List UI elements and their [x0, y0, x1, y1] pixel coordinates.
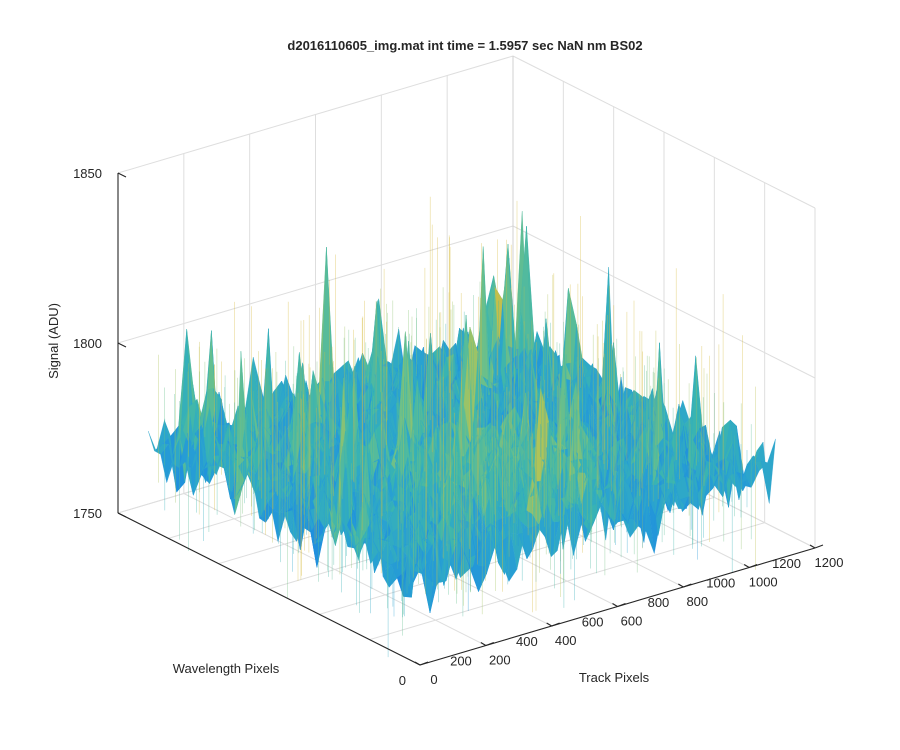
y-tick-label: 1200 — [772, 556, 801, 571]
x-tick — [743, 564, 750, 568]
z-tick-label: 1800 — [73, 336, 102, 351]
x-tick — [809, 544, 816, 549]
axis-labels: Track Pixels Wavelength Pixels Signal (A… — [46, 303, 650, 685]
x-axis-label: Track Pixels — [579, 670, 650, 685]
y-tick-label: 800 — [648, 595, 670, 610]
x-tick-label: 1200 — [815, 555, 844, 570]
y-tick-label: 400 — [516, 634, 538, 649]
floor-grid-y — [369, 522, 765, 641]
y-tick — [814, 544, 824, 549]
z-tick — [117, 172, 127, 178]
x-tick — [546, 622, 552, 627]
x-tick-label: 0 — [430, 672, 437, 687]
y-tick — [617, 602, 626, 608]
x-tick-label: 400 — [555, 633, 577, 648]
back-wall-grid-z — [117, 55, 514, 174]
z-axis-label: Signal (ADU) — [46, 303, 61, 379]
z-tick-label: 1850 — [73, 166, 102, 181]
chart-title: d2016110605_img.mat int time = 1.5957 se… — [287, 38, 642, 53]
x-tick — [612, 603, 618, 607]
y-tick — [419, 661, 429, 666]
y-tick — [748, 563, 758, 569]
axes: 0 200 400 600 800 1000 1200 0 200 400 600 800 1000 12… — [73, 166, 843, 688]
y-axis-line — [117, 512, 421, 666]
y-tick-label: 0 — [399, 673, 406, 688]
surface-patch — [760, 438, 776, 504]
x-tick-label: 800 — [686, 594, 708, 609]
y-tick — [551, 622, 560, 627]
x-tick-label: 200 — [489, 653, 511, 668]
side-wall-grid-z — [512, 225, 816, 379]
y-tick-label: 200 — [450, 654, 472, 669]
side-wall-grid-z — [512, 55, 816, 209]
y-tick-label: 1000 — [706, 576, 735, 591]
surface — [148, 196, 776, 658]
x-tick-label: 600 — [621, 614, 643, 629]
y-tick — [485, 641, 495, 647]
y-tick — [683, 583, 692, 588]
x-tick — [480, 642, 487, 646]
z-tick-label: 1750 — [73, 506, 102, 521]
x-tick-label: 1000 — [749, 575, 778, 590]
z-tick — [117, 342, 127, 348]
y-tick-label: 600 — [582, 615, 604, 630]
x-tick — [414, 661, 421, 666]
back-wall-grid-z — [117, 225, 514, 344]
x-tick — [678, 583, 684, 588]
y-axis-label: Wavelength Pixels — [173, 661, 280, 676]
z-tick — [117, 512, 127, 518]
